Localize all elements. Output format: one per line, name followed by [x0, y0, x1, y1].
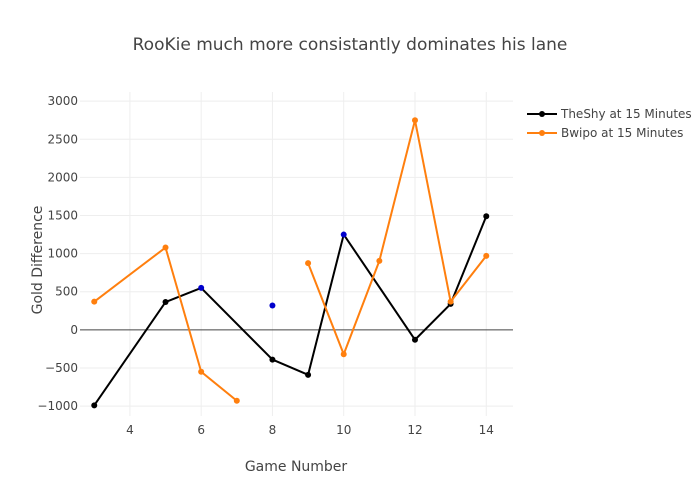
data-point-series-1 [198, 284, 205, 291]
legend: TheShy at 15 Minutes Bwipo at 15 Minutes [527, 107, 692, 140]
data-point-series-1 [305, 371, 312, 378]
series-line-2 [307, 119, 488, 356]
y-tick-label: 1500 [47, 209, 78, 223]
data-point-extra [269, 302, 276, 309]
data-point-series-1 [411, 336, 418, 343]
x-axis-label: Game Number [245, 459, 348, 475]
legend-swatch-marker [539, 130, 545, 136]
data-point-series-2 [198, 368, 205, 375]
y-tick-label: −500 [45, 361, 78, 375]
chart-title: RooKie much more consistantly dominates … [133, 35, 568, 55]
legend-swatch-marker [539, 111, 545, 117]
series-layer [91, 117, 490, 409]
y-tick-label: 3000 [47, 94, 78, 108]
y-tick-label: 1000 [47, 247, 78, 261]
x-tick-label: 8 [269, 423, 277, 437]
data-point-series-2 [447, 298, 454, 305]
y-tick-label: 0 [70, 323, 78, 337]
data-point-series-2 [340, 351, 347, 358]
y-tick-label: 2000 [47, 170, 78, 184]
series-line-2 [93, 246, 238, 402]
x-tick-label: 14 [479, 423, 494, 437]
y-axis-label: Gold Difference [30, 206, 46, 315]
data-point-series-1 [483, 213, 490, 220]
x-tick-label: 6 [197, 423, 205, 437]
data-point-series-1 [162, 299, 169, 306]
data-point-series-2 [91, 298, 98, 305]
x-tick-label: 12 [407, 423, 422, 437]
data-point-series-2 [162, 244, 169, 251]
data-point-series-2 [233, 397, 240, 404]
legend-label: Bwipo at 15 Minutes [561, 126, 683, 140]
series-line-1 [93, 215, 488, 406]
axis-layer: 4 6 8 10 12 14 −1000 −500 0 500 1000 1500 2000 2500 30… [37, 94, 494, 437]
grid-layer [80, 92, 513, 416]
y-tick-label: 500 [55, 285, 78, 299]
x-tick-label: 4 [126, 423, 134, 437]
data-point-series-1 [91, 402, 98, 409]
data-point-series-2 [411, 117, 418, 124]
data-point-series-2 [305, 260, 312, 267]
data-point-series-2 [483, 252, 490, 259]
data-point-series-1 [340, 231, 347, 238]
y-tick-label: −1000 [37, 399, 78, 413]
y-tick-label: 2500 [47, 132, 78, 146]
x-tick-label: 10 [336, 423, 351, 437]
data-point-series-2 [376, 257, 383, 264]
data-point-series-1 [269, 356, 276, 363]
legend-label: TheShy at 15 Minutes [560, 107, 692, 121]
